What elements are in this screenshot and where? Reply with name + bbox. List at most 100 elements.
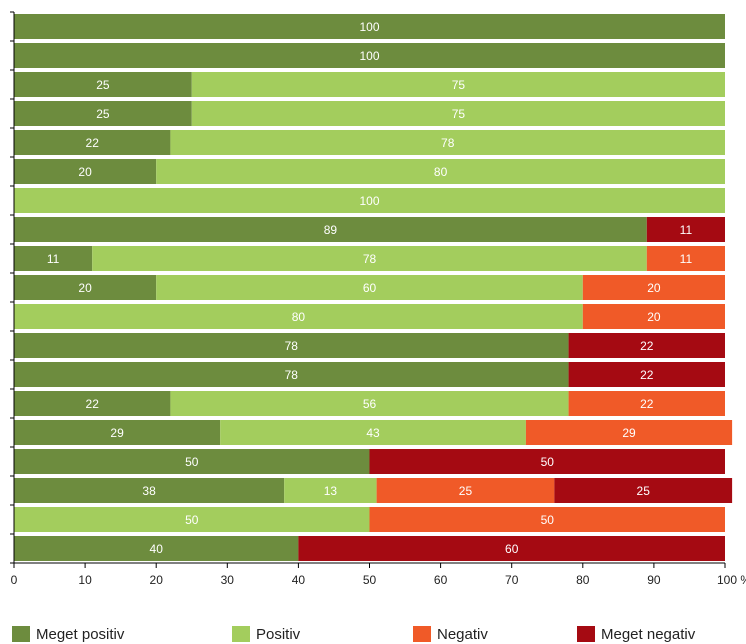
- bar-segment: [14, 101, 192, 126]
- data-label: 11: [680, 223, 693, 237]
- data-label: 20: [78, 281, 92, 295]
- stacked-bar-chart: 100 100 25 75 25 75 22 78 20 80 100 89 11 11 78 11 20 60 2…: [10, 11, 746, 587]
- legend-item-positiv: Positiv: [232, 624, 300, 644]
- bar-segment: [220, 420, 526, 445]
- bar-segment: [14, 362, 569, 387]
- data-label: 22: [86, 397, 100, 411]
- legend-swatch-positiv: [232, 626, 250, 642]
- bar-segment: [14, 130, 171, 155]
- bar-segment: [14, 14, 725, 39]
- data-label: 11: [47, 252, 60, 266]
- data-label: 20: [78, 165, 92, 179]
- x-tick-label: 40: [292, 573, 306, 587]
- bar-segment: [14, 420, 221, 445]
- bar-segment: [14, 449, 370, 474]
- legend-item-negativ: Negativ: [413, 624, 488, 644]
- bar-segment: [14, 507, 370, 532]
- data-label: 50: [185, 513, 199, 527]
- legend-swatch-meget-positiv: [12, 626, 30, 642]
- bar-segment: [646, 246, 725, 271]
- data-label: 22: [86, 136, 100, 150]
- data-label: 25: [96, 107, 110, 121]
- data-label: 100: [359, 49, 379, 63]
- legend-item-meget-positiv: Meget positiv: [12, 624, 124, 644]
- bar-segment: [14, 217, 647, 242]
- data-label: 22: [640, 339, 654, 353]
- data-label: 50: [541, 455, 555, 469]
- bar-segment: [298, 536, 725, 561]
- legend-item-meget-negativ: Meget negativ: [577, 624, 695, 644]
- data-label: 80: [292, 310, 306, 324]
- data-label: 78: [441, 136, 455, 150]
- bar-segment: [14, 333, 569, 358]
- bar-segment: [14, 536, 299, 561]
- data-label: 89: [324, 223, 338, 237]
- data-label: 60: [363, 281, 377, 295]
- bar-segment: [369, 449, 725, 474]
- bar-segment: [369, 507, 725, 532]
- data-label: 29: [110, 426, 124, 440]
- bars-group: 100 100 25 75 25 75 22 78 20 80 100 89 11 11 78 11 20 60 2…: [14, 14, 733, 561]
- legend-swatch-meget-negativ: [577, 626, 595, 642]
- bar-segment: [156, 159, 725, 184]
- x-tick-label: 100 %: [717, 573, 746, 587]
- bar-segment: [14, 188, 725, 213]
- data-label: 56: [363, 397, 377, 411]
- data-label: 78: [285, 339, 299, 353]
- data-label: 38: [142, 484, 156, 498]
- x-tick-label: 30: [221, 573, 235, 587]
- data-label: 75: [452, 78, 466, 92]
- data-label: 78: [363, 252, 377, 266]
- data-label: 22: [640, 397, 654, 411]
- data-label: 40: [150, 542, 164, 556]
- bar-segment: [14, 159, 157, 184]
- data-label: 80: [434, 165, 448, 179]
- bar-segment: [582, 304, 725, 329]
- bar-segment: [14, 275, 157, 300]
- data-label: 11: [680, 252, 693, 266]
- x-tick-label: 0: [11, 573, 18, 587]
- x-tick-label: 80: [576, 573, 590, 587]
- bar-segment: [646, 217, 725, 242]
- data-label: 60: [505, 542, 519, 556]
- x-tick-label: 50: [363, 573, 377, 587]
- bar-segment: [14, 72, 192, 97]
- data-label: 75: [452, 107, 466, 121]
- data-label: 22: [640, 368, 654, 382]
- bar-segment: [582, 275, 725, 300]
- bar-segment: [14, 246, 93, 271]
- bar-segment: [170, 130, 726, 155]
- legend-label: Meget negativ: [601, 625, 696, 643]
- bar-segment: [14, 304, 583, 329]
- legend-label: Negativ: [437, 625, 488, 643]
- legend-label: Meget positiv: [36, 625, 125, 643]
- data-label: 50: [541, 513, 555, 527]
- bar-segment: [191, 101, 725, 126]
- x-tick-label: 70: [505, 573, 519, 587]
- legend: Meget positiv Positiv Negativ Meget nega…: [0, 624, 746, 644]
- x-tick-label: 20: [150, 573, 164, 587]
- data-label: 20: [647, 310, 661, 324]
- data-label: 100: [359, 20, 379, 34]
- bar-segment: [92, 246, 647, 271]
- bar-segment: [568, 333, 725, 358]
- bar-segment: [376, 478, 555, 503]
- data-label: 25: [459, 484, 473, 498]
- bar-segment: [156, 275, 583, 300]
- data-label: 25: [96, 78, 110, 92]
- bar-segment: [191, 72, 725, 97]
- bar-segment: [554, 478, 733, 503]
- x-tick-label: 90: [647, 573, 661, 587]
- legend-swatch-negativ: [413, 626, 431, 642]
- data-label: 13: [324, 484, 338, 498]
- bar-segment: [525, 420, 733, 445]
- data-label: 20: [647, 281, 661, 295]
- data-label: 100: [359, 194, 379, 208]
- bar-segment: [284, 478, 377, 503]
- axes-group: 0 10 20 30 40 50 60 70 80 90 100 %: [10, 11, 746, 587]
- data-label: 50: [185, 455, 199, 469]
- bar-segment: [568, 362, 725, 387]
- bar-segment: [14, 391, 171, 416]
- data-label: 29: [622, 426, 636, 440]
- data-label: 43: [366, 426, 380, 440]
